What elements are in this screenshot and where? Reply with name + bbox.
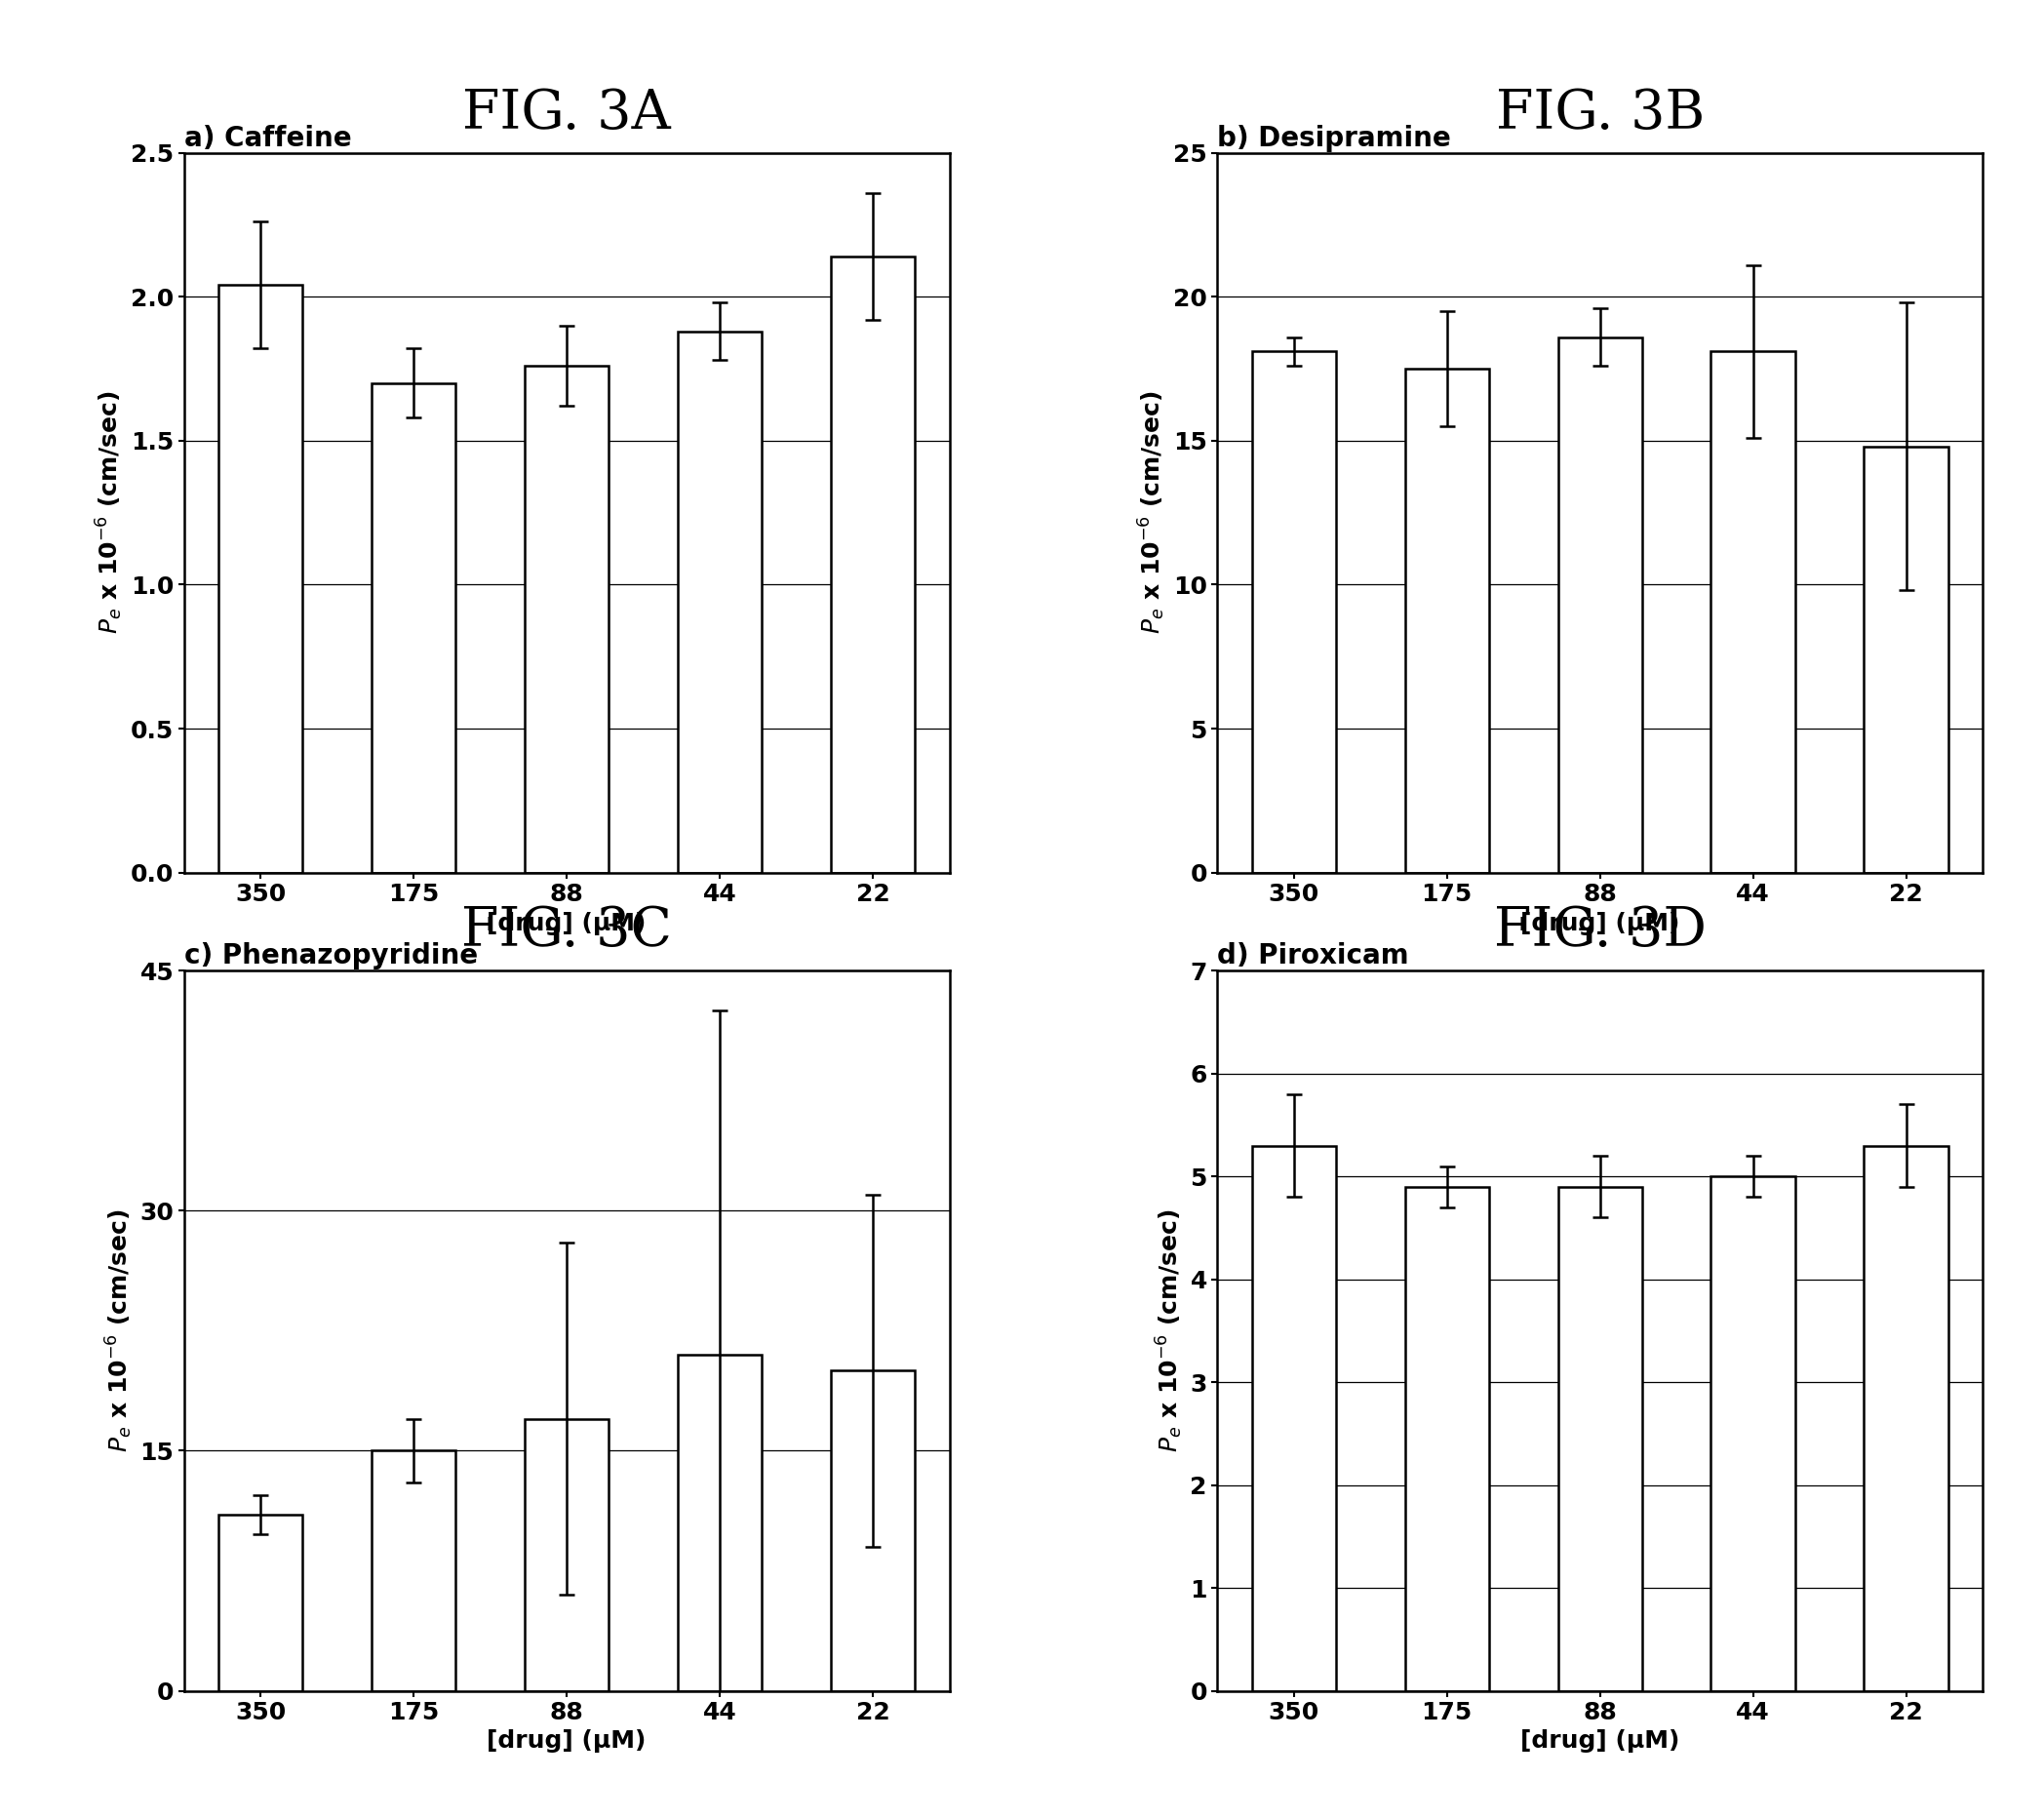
Text: FIG. 3C: FIG. 3C bbox=[462, 905, 672, 958]
Bar bbox=[372, 384, 456, 873]
Bar bbox=[1404, 1187, 1488, 1691]
Bar bbox=[830, 256, 916, 873]
Y-axis label: $P_e$ x 10$^{-6}$ (cm/sec): $P_e$ x 10$^{-6}$ (cm/sec) bbox=[94, 391, 125, 634]
Bar bbox=[679, 331, 762, 873]
Text: FIG. 3A: FIG. 3A bbox=[462, 87, 670, 140]
Bar bbox=[1711, 1176, 1795, 1691]
X-axis label: [drug] (μM): [drug] (μM) bbox=[1521, 911, 1680, 934]
Y-axis label: $P_e$ x 10$^{-6}$ (cm/sec): $P_e$ x 10$^{-6}$ (cm/sec) bbox=[1155, 1209, 1186, 1453]
X-axis label: [drug] (μM): [drug] (μM) bbox=[1521, 1729, 1680, 1753]
Bar bbox=[525, 365, 609, 873]
Bar bbox=[525, 1418, 609, 1691]
Bar bbox=[1558, 1187, 1641, 1691]
Bar bbox=[1864, 1145, 1948, 1691]
Bar bbox=[219, 285, 303, 873]
Bar bbox=[1251, 351, 1337, 873]
Text: FIG. 3B: FIG. 3B bbox=[1496, 87, 1705, 140]
Y-axis label: $P_e$ x 10$^{-6}$ (cm/sec): $P_e$ x 10$^{-6}$ (cm/sec) bbox=[1136, 391, 1167, 634]
Bar bbox=[372, 1451, 456, 1691]
Bar bbox=[1711, 351, 1795, 873]
Text: FIG. 3D: FIG. 3D bbox=[1494, 905, 1707, 958]
Y-axis label: $P_e$ x 10$^{-6}$ (cm/sec): $P_e$ x 10$^{-6}$ (cm/sec) bbox=[104, 1209, 135, 1453]
Bar bbox=[1251, 1145, 1337, 1691]
Bar bbox=[1558, 336, 1641, 873]
X-axis label: [drug] (μM): [drug] (μM) bbox=[486, 1729, 646, 1753]
Bar bbox=[219, 1514, 303, 1691]
Text: c) Phenazopyridine: c) Phenazopyridine bbox=[184, 942, 478, 969]
Text: b) Desipramine: b) Desipramine bbox=[1218, 124, 1451, 151]
Bar bbox=[1404, 369, 1488, 873]
Text: d) Piroxicam: d) Piroxicam bbox=[1218, 942, 1408, 969]
Bar bbox=[830, 1371, 916, 1691]
Text: a) Caffeine: a) Caffeine bbox=[184, 124, 352, 151]
Bar bbox=[679, 1354, 762, 1691]
X-axis label: [drug] (μM): [drug] (μM) bbox=[486, 911, 646, 934]
Bar bbox=[1864, 447, 1948, 873]
